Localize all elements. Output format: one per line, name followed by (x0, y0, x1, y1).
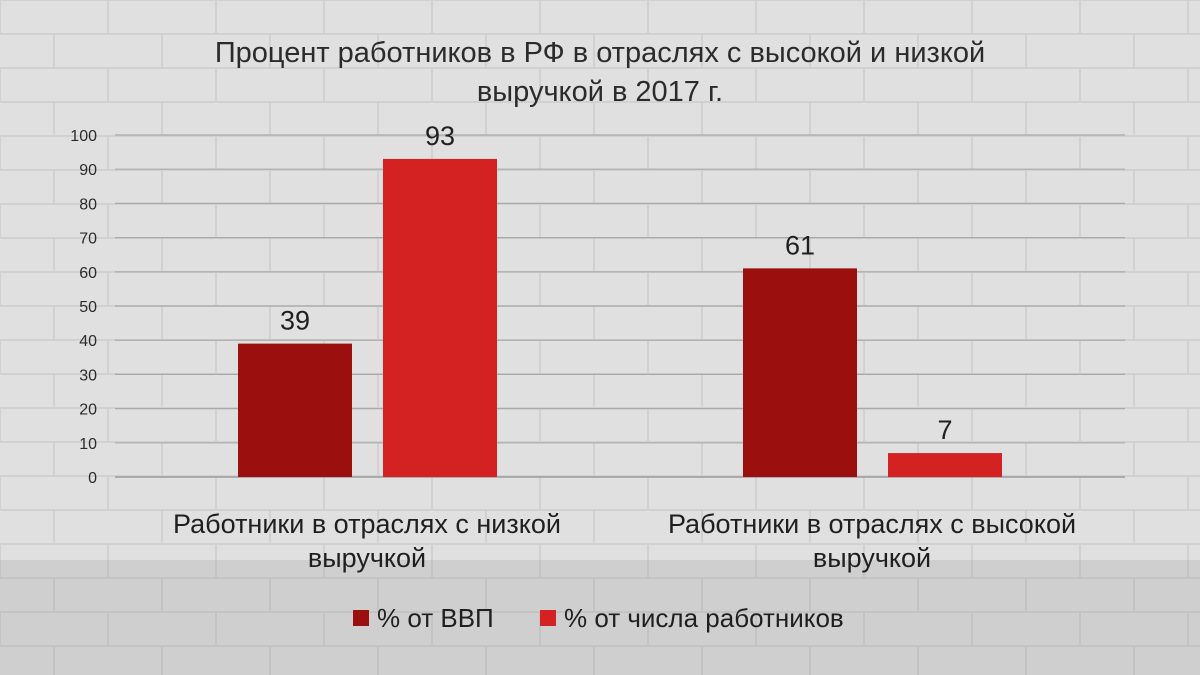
category-label-low: Работники в отраслях с низкой выручкой (107, 507, 627, 575)
category-label-low-line-1: Работники в отраслях с низкой (173, 509, 561, 539)
chart-title-line-2: выручкой в 2017 г. (476, 76, 724, 108)
y-tick-label: 40 (79, 333, 97, 350)
data-label: 39 (280, 306, 310, 336)
y-tick-label: 20 (79, 402, 97, 419)
y-tick-label: 60 (79, 265, 97, 282)
legend-swatch-gdp (353, 610, 369, 626)
y-tick-label: 70 (79, 231, 97, 248)
category-label-high: Работники в отраслях с высокой выручкой (612, 507, 1132, 575)
y-tick-label: 80 (79, 196, 97, 213)
data-label: 61 (785, 230, 815, 260)
category-label-high-line-1: Работники в отраслях с высокой (667, 509, 1077, 539)
wall-shadow (0, 560, 1200, 675)
bar (238, 343, 352, 477)
legend-swatch-workers (540, 610, 556, 626)
chart-title-line-1: Процент работников в РФ в отраслях с выс… (214, 37, 986, 69)
legend-item-gdp: % от ВВП (353, 603, 494, 633)
y-tick-label: 0 (88, 470, 97, 487)
legend-label-gdp: % от ВВП (377, 602, 494, 633)
y-tick-label: 100 (70, 128, 97, 145)
bar (383, 158, 497, 477)
bar (888, 453, 1002, 477)
category-label-low-line-2: выручкой (307, 543, 427, 573)
y-tick-label: 10 (79, 436, 97, 453)
data-label: 7 (937, 415, 952, 445)
legend-item-workers: % от числа работников (540, 603, 844, 633)
series-0: 39 61 (238, 230, 857, 477)
y-tick-label: 50 (79, 299, 97, 316)
data-label: 93 (425, 121, 455, 151)
series-1: 93 7 (383, 121, 1002, 477)
legend-label-workers: % от числа работников (564, 602, 844, 633)
grid: 0 10 20 30 40 50 60 70 80 90 100 (70, 128, 1125, 487)
y-tick-label: 30 (79, 367, 97, 384)
y-tick-label: 90 (79, 162, 97, 179)
category-label-high-line-2: выручкой (812, 543, 932, 573)
bar (743, 268, 857, 477)
